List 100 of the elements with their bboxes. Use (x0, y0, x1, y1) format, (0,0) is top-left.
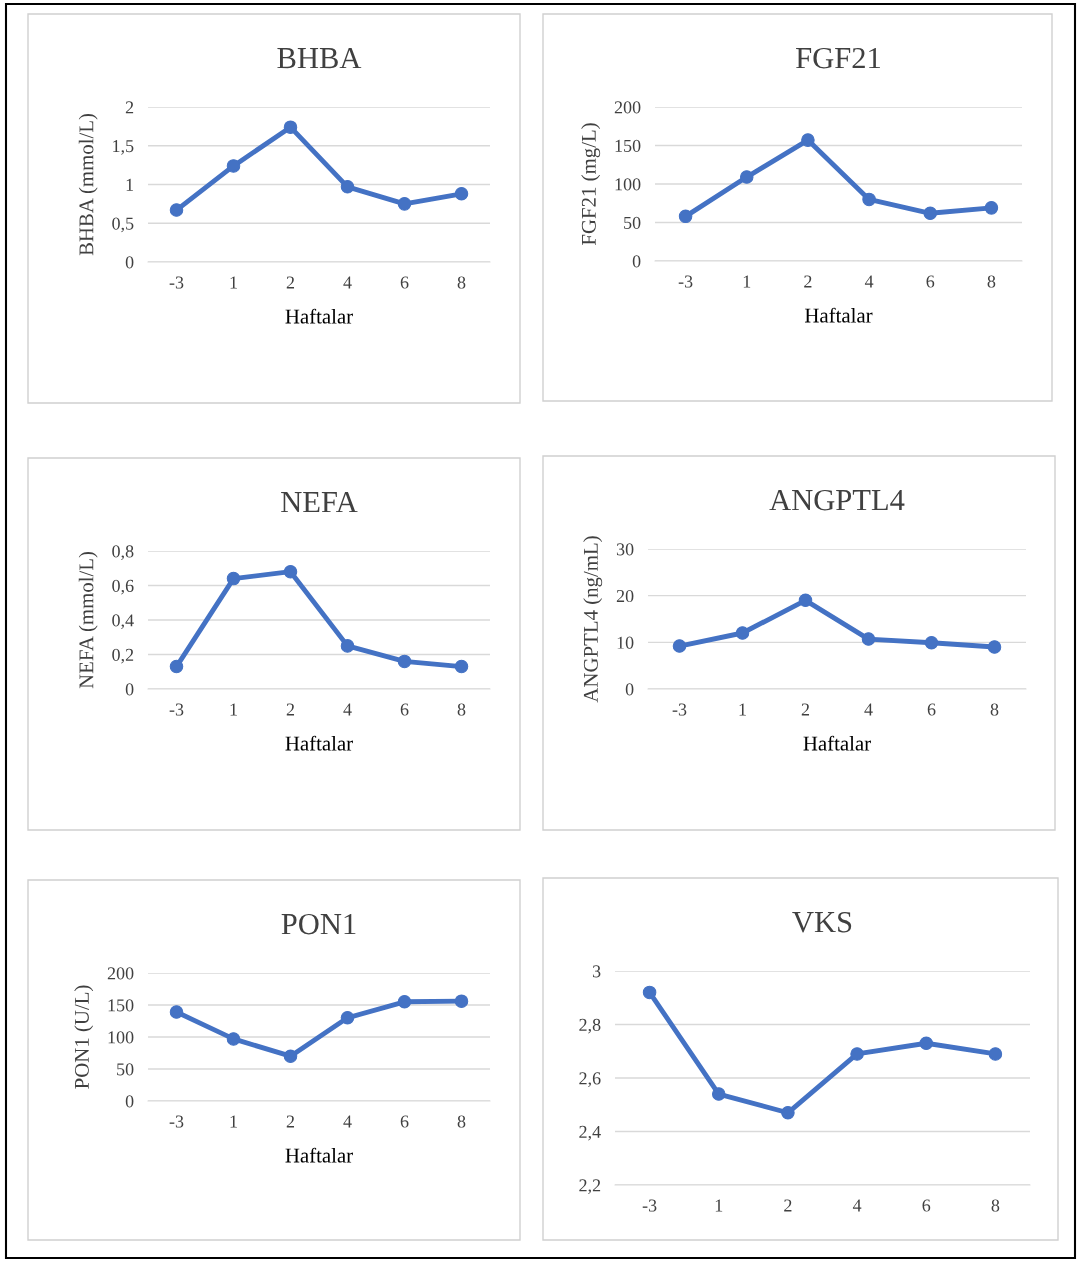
x-tick-label: 1 (230, 1115, 237, 1128)
x-tick-label: 4 (864, 275, 874, 288)
y-axis-title: BHBA (mmol/L) (78, 113, 98, 256)
x-tick-label: 8 (987, 275, 996, 288)
point (642, 985, 657, 1000)
x-tick-label: -3 (672, 703, 687, 716)
y-tick-label: 30 (616, 543, 634, 556)
chart-title: FGF21 (796, 47, 880, 69)
x-tick-label: 2 (286, 1115, 295, 1128)
y-tick-label: 1 (126, 178, 134, 191)
x-axis-title: Haftalar (285, 308, 353, 324)
x-tick-label: 6 (400, 276, 409, 289)
point (169, 659, 184, 674)
y-tick-label: 0,5 (112, 217, 134, 233)
x-axis-title: Haftalar (285, 735, 353, 751)
point (711, 1087, 726, 1101)
chart-title: VKS (792, 911, 852, 933)
point (397, 197, 412, 211)
point (226, 159, 241, 173)
x-tick-label: 8 (990, 703, 999, 716)
point (397, 995, 412, 1009)
x-tick-label: 4 (864, 703, 873, 716)
x-tick-label: 2 (286, 276, 295, 289)
y-tick-label: 2,4 (579, 1125, 601, 1141)
point (861, 632, 876, 646)
x-tick-label: 1 (743, 275, 751, 288)
x-tick-label: 4 (852, 1199, 862, 1212)
y-tick-label: 0 (125, 256, 134, 269)
y-axis-title: FGF21 (mg/L) (581, 123, 601, 246)
x-tick-label: 6 (400, 703, 409, 716)
y-tick-label: 1,5 (113, 140, 134, 155)
x-tick-label: -3 (169, 703, 184, 716)
point (801, 133, 815, 147)
y-tick-label: 0 (632, 255, 641, 268)
point (919, 1036, 934, 1050)
x-tick-label: 1 (230, 703, 237, 716)
point (850, 1047, 864, 1061)
y-tick-label: 0,8 (112, 545, 134, 561)
y-tick-label: 100 (615, 178, 641, 191)
y-tick-label: 2 (125, 101, 134, 114)
y-tick-label: 20 (616, 589, 634, 603)
x-tick-label: -3 (642, 1199, 657, 1212)
y-tick-label: 150 (108, 999, 134, 1012)
x-tick-label: 2 (804, 275, 812, 288)
chart-title: ANGPTL4 (769, 489, 905, 511)
y-tick-label: 0,6 (112, 579, 134, 595)
point (226, 571, 241, 586)
y-tick-label: 150 (615, 139, 641, 152)
point (781, 1106, 795, 1120)
y-tick-label: 2,6 (579, 1072, 601, 1088)
y-tick-label: 0 (125, 1095, 134, 1108)
y-tick-label: 0 (625, 683, 634, 696)
point (988, 1047, 1003, 1061)
x-tick-label: 6 (400, 1115, 409, 1128)
x-tick-label: 1 (230, 276, 237, 289)
x-tick-label: 2 (801, 703, 810, 716)
point (735, 626, 750, 640)
x-tick-label: 8 (457, 276, 466, 289)
y-tick-label: 100 (108, 1031, 134, 1044)
x-tick-label: 2 (784, 1199, 792, 1212)
x-tick-label: -3 (169, 276, 184, 289)
y-tick-label: 0 (125, 683, 134, 696)
point (340, 1011, 355, 1025)
x-tick-label: 4 (343, 1115, 352, 1128)
chart-title: PON1 (281, 913, 356, 935)
x-tick-label: 6 (927, 703, 936, 716)
point (454, 187, 469, 201)
x-tick-label: 1 (715, 1199, 723, 1212)
x-tick-label: 2 (286, 703, 295, 716)
y-tick-label: 200 (107, 967, 134, 980)
y-tick-label: 2,2 (579, 1179, 601, 1195)
y-axis-title: PON1 (U/L) (74, 985, 94, 1089)
point (862, 192, 876, 207)
x-axis-title: Haftalar (285, 1147, 353, 1163)
y-tick-label: 2,8 (579, 1018, 601, 1034)
y-tick-label: 0,4 (112, 614, 134, 630)
point (283, 564, 298, 579)
point (923, 206, 938, 221)
x-tick-label: 4 (343, 703, 352, 716)
chart-title: NEFA (281, 491, 358, 513)
x-tick-label: -3 (678, 275, 693, 288)
point (678, 209, 693, 224)
y-tick-label: 0,2 (112, 648, 134, 664)
x-tick-label: 8 (457, 1115, 466, 1128)
y-tick-label: 10 (617, 636, 634, 649)
point (739, 170, 754, 184)
point (283, 120, 298, 134)
point (798, 593, 813, 608)
y-tick-label: 50 (117, 1063, 134, 1076)
point (924, 636, 939, 650)
y-tick-label: 3 (592, 965, 601, 978)
x-tick-label: 6 (922, 1199, 931, 1212)
x-tick-label: 4 (343, 276, 352, 289)
y-tick-label: 50 (624, 216, 641, 229)
point (340, 639, 355, 653)
point (397, 654, 412, 669)
x-axis-title: Haftalar (803, 735, 871, 751)
chart-title: BHBA (277, 47, 362, 69)
point (340, 180, 355, 194)
y-axis-title: NEFA (mmol/L) (78, 551, 98, 689)
